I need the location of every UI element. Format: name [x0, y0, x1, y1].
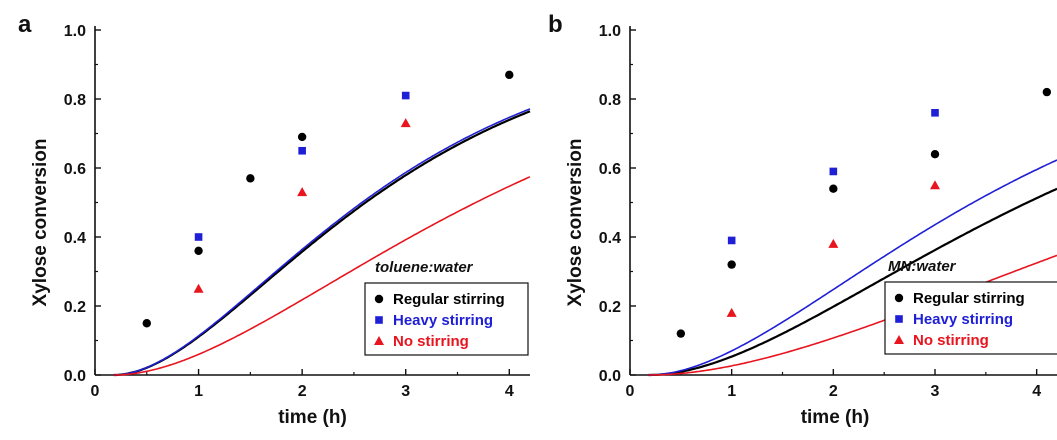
data-point: [727, 260, 736, 269]
series-heavy-stirring: [113, 91, 531, 376]
x-tick-label: 3: [931, 383, 940, 400]
fit-curve: [113, 176, 531, 376]
x-tick-label: 4: [1032, 383, 1041, 400]
fit-curve: [648, 187, 1057, 377]
legend-label: Heavy stirring: [393, 312, 493, 329]
x-tick-label: 3: [401, 383, 410, 400]
y-tick-label: 0.4: [599, 230, 621, 247]
y-tick-label: 1.0: [64, 23, 86, 40]
data-point: [726, 307, 737, 317]
legend-marker: [375, 316, 383, 324]
data-point: [931, 109, 939, 117]
y-tick-label: 0.8: [599, 92, 621, 109]
legend: Regular stirring Heavy stirring No stirrin…: [884, 281, 1057, 355]
legend-marker: [894, 293, 904, 303]
legend-label: Regular stirring: [393, 291, 505, 308]
fit-curve: [113, 108, 531, 376]
data-point: [930, 150, 940, 159]
panel-letter: a: [18, 11, 32, 38]
panel-b: 0.0 0.2 0.4 0.6 0.8 1.0 0 1 2 3 4 time (h) Xylose co…: [548, 11, 1057, 428]
annotation-label: MN:water: [888, 258, 957, 275]
data-point: [194, 233, 203, 241]
series-heavy-stirring: [648, 109, 1057, 376]
panel-letter: b: [548, 11, 563, 38]
y-tick-label: 0.4: [64, 230, 86, 247]
x-tick-label: 0: [626, 383, 635, 400]
y-tick-label: 0.0: [599, 368, 621, 385]
data-point: [246, 174, 255, 183]
legend-marker: [895, 315, 903, 323]
legend-marker: [374, 336, 384, 345]
legend-box: [884, 281, 1057, 355]
y-tick-label: 0.2: [64, 299, 86, 316]
data-point: [298, 146, 306, 155]
x-tick-label: 1: [727, 383, 736, 400]
legend-marker: [894, 335, 904, 344]
y-tick-label: 0.6: [599, 161, 621, 178]
fit-curve: [648, 159, 1057, 376]
annotation-label: toluene:water: [375, 259, 474, 276]
data-point: [727, 236, 736, 245]
series-regular-stirring: [648, 87, 1057, 377]
x-tick-label: 2: [298, 383, 307, 400]
data-point: [829, 167, 838, 176]
data-point: [930, 180, 940, 190]
data-point: [676, 329, 686, 338]
data-point: [829, 184, 838, 193]
y-tick-label: 0.0: [64, 368, 86, 385]
series-no-stirring: [648, 180, 1057, 376]
x-axis-title: time (h): [278, 407, 347, 428]
data-point: [505, 70, 514, 80]
legend: Regular stirring Heavy stirring No stirrin…: [364, 282, 529, 356]
y-tick-label: 0.2: [599, 299, 621, 316]
data-point: [828, 238, 839, 248]
data-point: [193, 283, 204, 293]
fit-curve: [648, 254, 1057, 376]
y-axis-title: Xylose conversion: [565, 139, 586, 307]
data-point: [1042, 87, 1052, 97]
legend-label: No stirring: [913, 332, 989, 349]
x-tick-label: 2: [829, 383, 838, 400]
series-no-stirring: [113, 118, 531, 376]
legend-box: [364, 282, 529, 356]
data-point: [297, 187, 308, 197]
data-point: [400, 118, 411, 128]
legend-label: No stirring: [393, 333, 469, 350]
data-point: [401, 91, 410, 100]
data-point: [194, 246, 203, 255]
legend-marker: [374, 294, 384, 304]
x-axis-title: time (h): [801, 407, 870, 428]
x-tick-label: 1: [194, 383, 203, 400]
y-axis-title: Xylose conversion: [30, 139, 51, 307]
data-point: [142, 319, 151, 328]
x-tick-label: 4: [505, 383, 514, 400]
legend-label: Heavy stirring: [913, 311, 1013, 328]
y-tick-label: 0.6: [64, 161, 86, 178]
y-tick-label: 0.8: [64, 92, 86, 109]
panel-a: 0.0 0.2 0.4 0.6 0.8 1.0 0 1 2 3 4 time (h) Xylose co…: [18, 11, 531, 428]
y-tick-label: 1.0: [599, 23, 621, 40]
x-tick-label: 0: [91, 383, 100, 400]
data-point: [297, 132, 307, 142]
legend-label: Regular stirring: [913, 290, 1025, 307]
